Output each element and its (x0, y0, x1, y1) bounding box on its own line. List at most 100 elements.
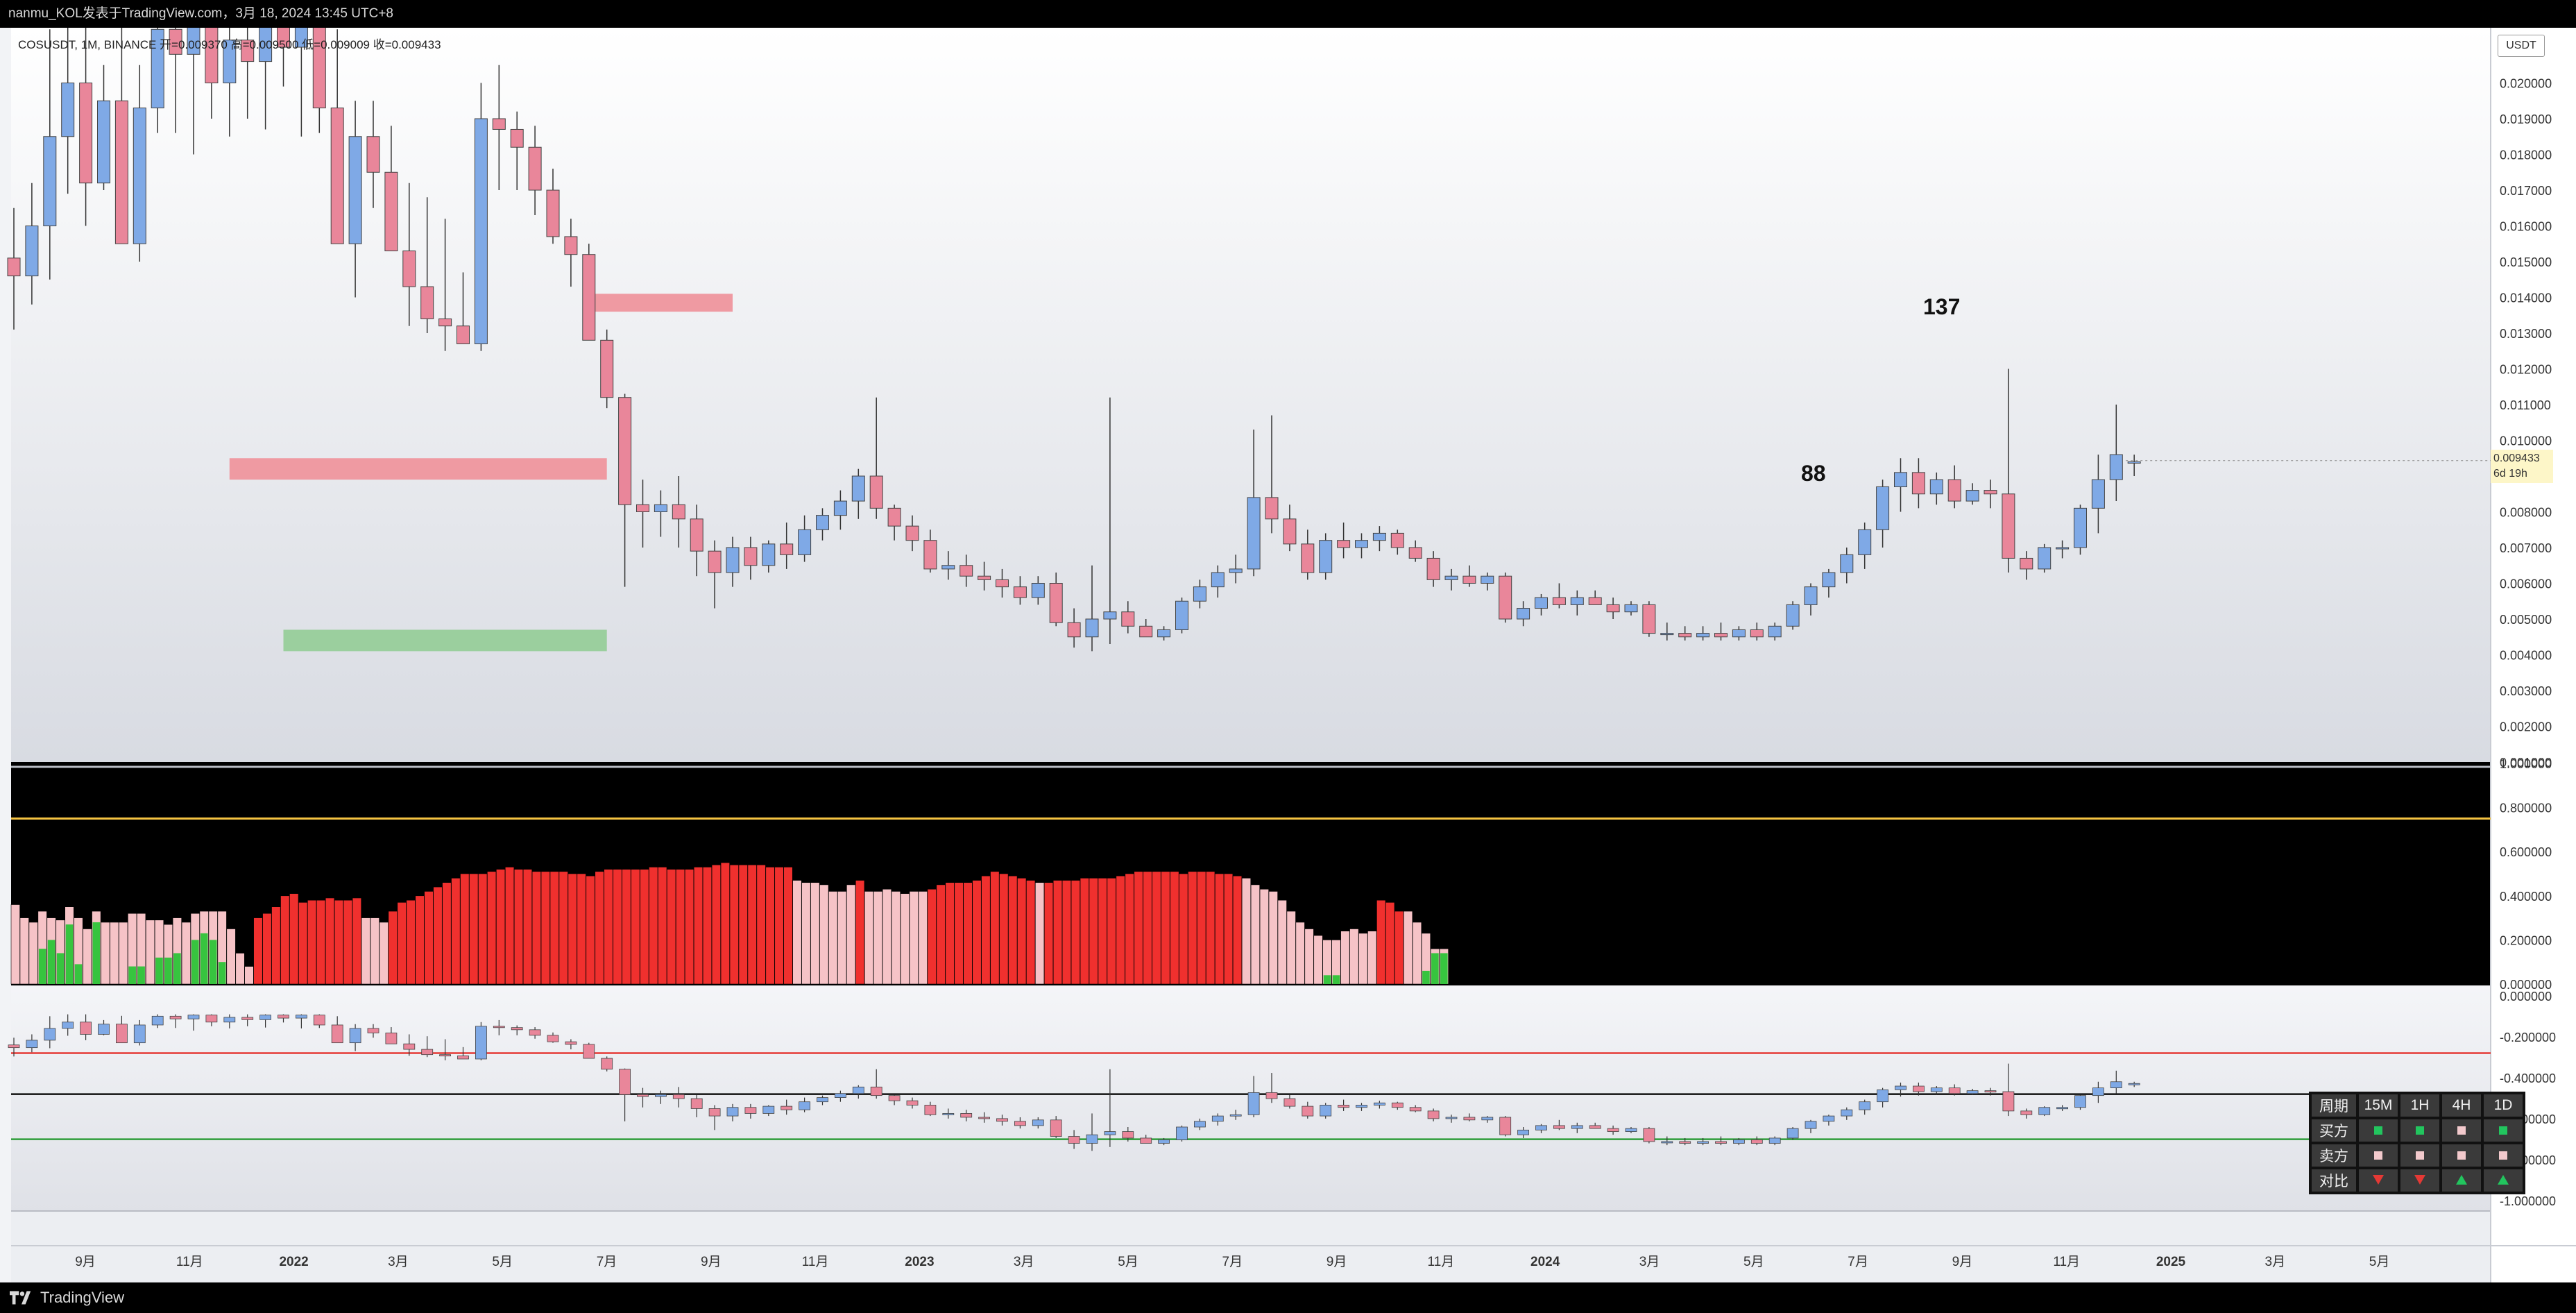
osc-candle-body (1211, 1115, 1224, 1122)
histogram-tick-label: 0.200000 (2500, 933, 2552, 947)
osc-candle-body (26, 1040, 38, 1049)
price-candle (1067, 608, 1081, 648)
candle-body (941, 565, 955, 570)
osc-candle-body (835, 1093, 846, 1098)
candle-body (151, 28, 164, 109)
osc-candle-body (1086, 1134, 1098, 1144)
price-candle (312, 28, 326, 133)
candle-body (420, 286, 434, 319)
candle-body (312, 28, 326, 109)
candle-body (869, 475, 883, 509)
price-tick-label: 0.007000 (2500, 541, 2552, 555)
oscillator-candle (942, 1108, 955, 1119)
price-tick-label: 0.006000 (2500, 577, 2552, 591)
candle-body (43, 136, 57, 226)
white-square-icon (2457, 1126, 2466, 1135)
osc-candle-body (2020, 1110, 2033, 1115)
oscillator-candle (44, 1016, 56, 1049)
price-candle (1714, 622, 1728, 641)
candle-body (1462, 575, 1476, 584)
price-candle (1840, 548, 1854, 584)
price-candle (1301, 530, 1315, 580)
candle-body (2002, 493, 2015, 559)
osc-candle-body (1912, 1085, 1925, 1092)
footer-bar: TradingView (0, 1282, 2576, 1313)
time-axis-bg (11, 1211, 2491, 1282)
histogram-bar (855, 880, 865, 985)
price-zone-88 (229, 458, 607, 480)
oscillator-candle (637, 1087, 649, 1108)
price-candle (1426, 551, 1440, 587)
time-tick-label: 5月 (1118, 1255, 1138, 1269)
price-tick-label: 0.015000 (2500, 255, 2552, 269)
price-candle (384, 126, 398, 252)
time-tick-label: 2025 (2156, 1255, 2186, 1269)
price-candle (457, 272, 470, 344)
candle-body (780, 543, 794, 555)
green-up-triangle-icon (2456, 1175, 2467, 1185)
oscillator-candle (151, 1014, 164, 1028)
candle-body (1714, 633, 1728, 638)
buyer-15m-cell (2359, 1119, 2398, 1142)
oscillator-candle (115, 1015, 128, 1044)
histogram-buy-bar (137, 966, 145, 984)
oscillator-candle (403, 1034, 416, 1056)
tradingview-brand[interactable]: TradingView (10, 1282, 124, 1313)
price-candle (61, 28, 75, 194)
candle-body (1481, 575, 1494, 584)
price-candle (187, 28, 201, 155)
histogram-bar (1403, 910, 1413, 985)
osc-candle-body (457, 1056, 469, 1060)
histogram-bar (343, 899, 353, 985)
histogram-bar (101, 922, 110, 985)
oscillator-candle (457, 1047, 469, 1060)
price-candle (1876, 480, 1890, 548)
osc-candle-body (583, 1044, 595, 1059)
histogram-bar (1215, 873, 1225, 985)
price-candle (2109, 405, 2123, 502)
candle-body (294, 28, 308, 48)
price-candle (205, 28, 219, 119)
candle-body (1894, 472, 1907, 487)
histogram-buy-bar (1440, 953, 1448, 984)
osc-candle-body (1661, 1141, 1673, 1144)
candle-body (1947, 479, 1961, 502)
oscillator-candle (1320, 1103, 1332, 1119)
osc-candle-body (151, 1015, 164, 1026)
oscillator-candle (1912, 1082, 1925, 1096)
candle-body (600, 339, 614, 398)
candle-body (1372, 532, 1386, 541)
oscillator-candle (1050, 1116, 1062, 1138)
price-candle (1157, 626, 1171, 641)
price-candle (1283, 505, 1297, 552)
price-candle (905, 515, 919, 552)
price-candle (1175, 598, 1188, 634)
histogram-bar (810, 882, 820, 985)
price-tick-label: 0.011000 (2500, 398, 2551, 412)
oscillator-candle (223, 1014, 236, 1028)
price-candle (1768, 622, 1782, 641)
candle-body (1822, 572, 1836, 588)
price-candle (869, 397, 883, 519)
oscillator-candle (583, 1042, 595, 1059)
osc-candle-body (1140, 1137, 1152, 1144)
currency-unit-button[interactable]: USDT (2498, 35, 2545, 57)
price-candle (1786, 601, 1800, 630)
oscillator-candle (511, 1025, 523, 1035)
histogram-bar (936, 884, 946, 985)
histogram-bar (622, 869, 631, 985)
price-candle (1444, 568, 1458, 591)
price-candle (1229, 554, 1243, 584)
histogram-bar (289, 893, 299, 985)
candle-body (887, 507, 901, 527)
histogram-bar (595, 871, 604, 985)
green-up-triangle-icon (2498, 1175, 2509, 1185)
oscillator-candle (385, 1027, 398, 1044)
bar-countdown: 6d 19h (2493, 468, 2527, 480)
candle-body (402, 251, 416, 287)
histogram-bar (558, 871, 568, 985)
osc-candle-body (241, 1017, 254, 1020)
chart-canvas[interactable]: 0.020000 0.019000 0.018000 0.017000 0.016000… (0, 28, 2576, 1282)
oscillator-candle (2038, 1106, 2051, 1117)
osc-candle-body (1158, 1140, 1170, 1144)
